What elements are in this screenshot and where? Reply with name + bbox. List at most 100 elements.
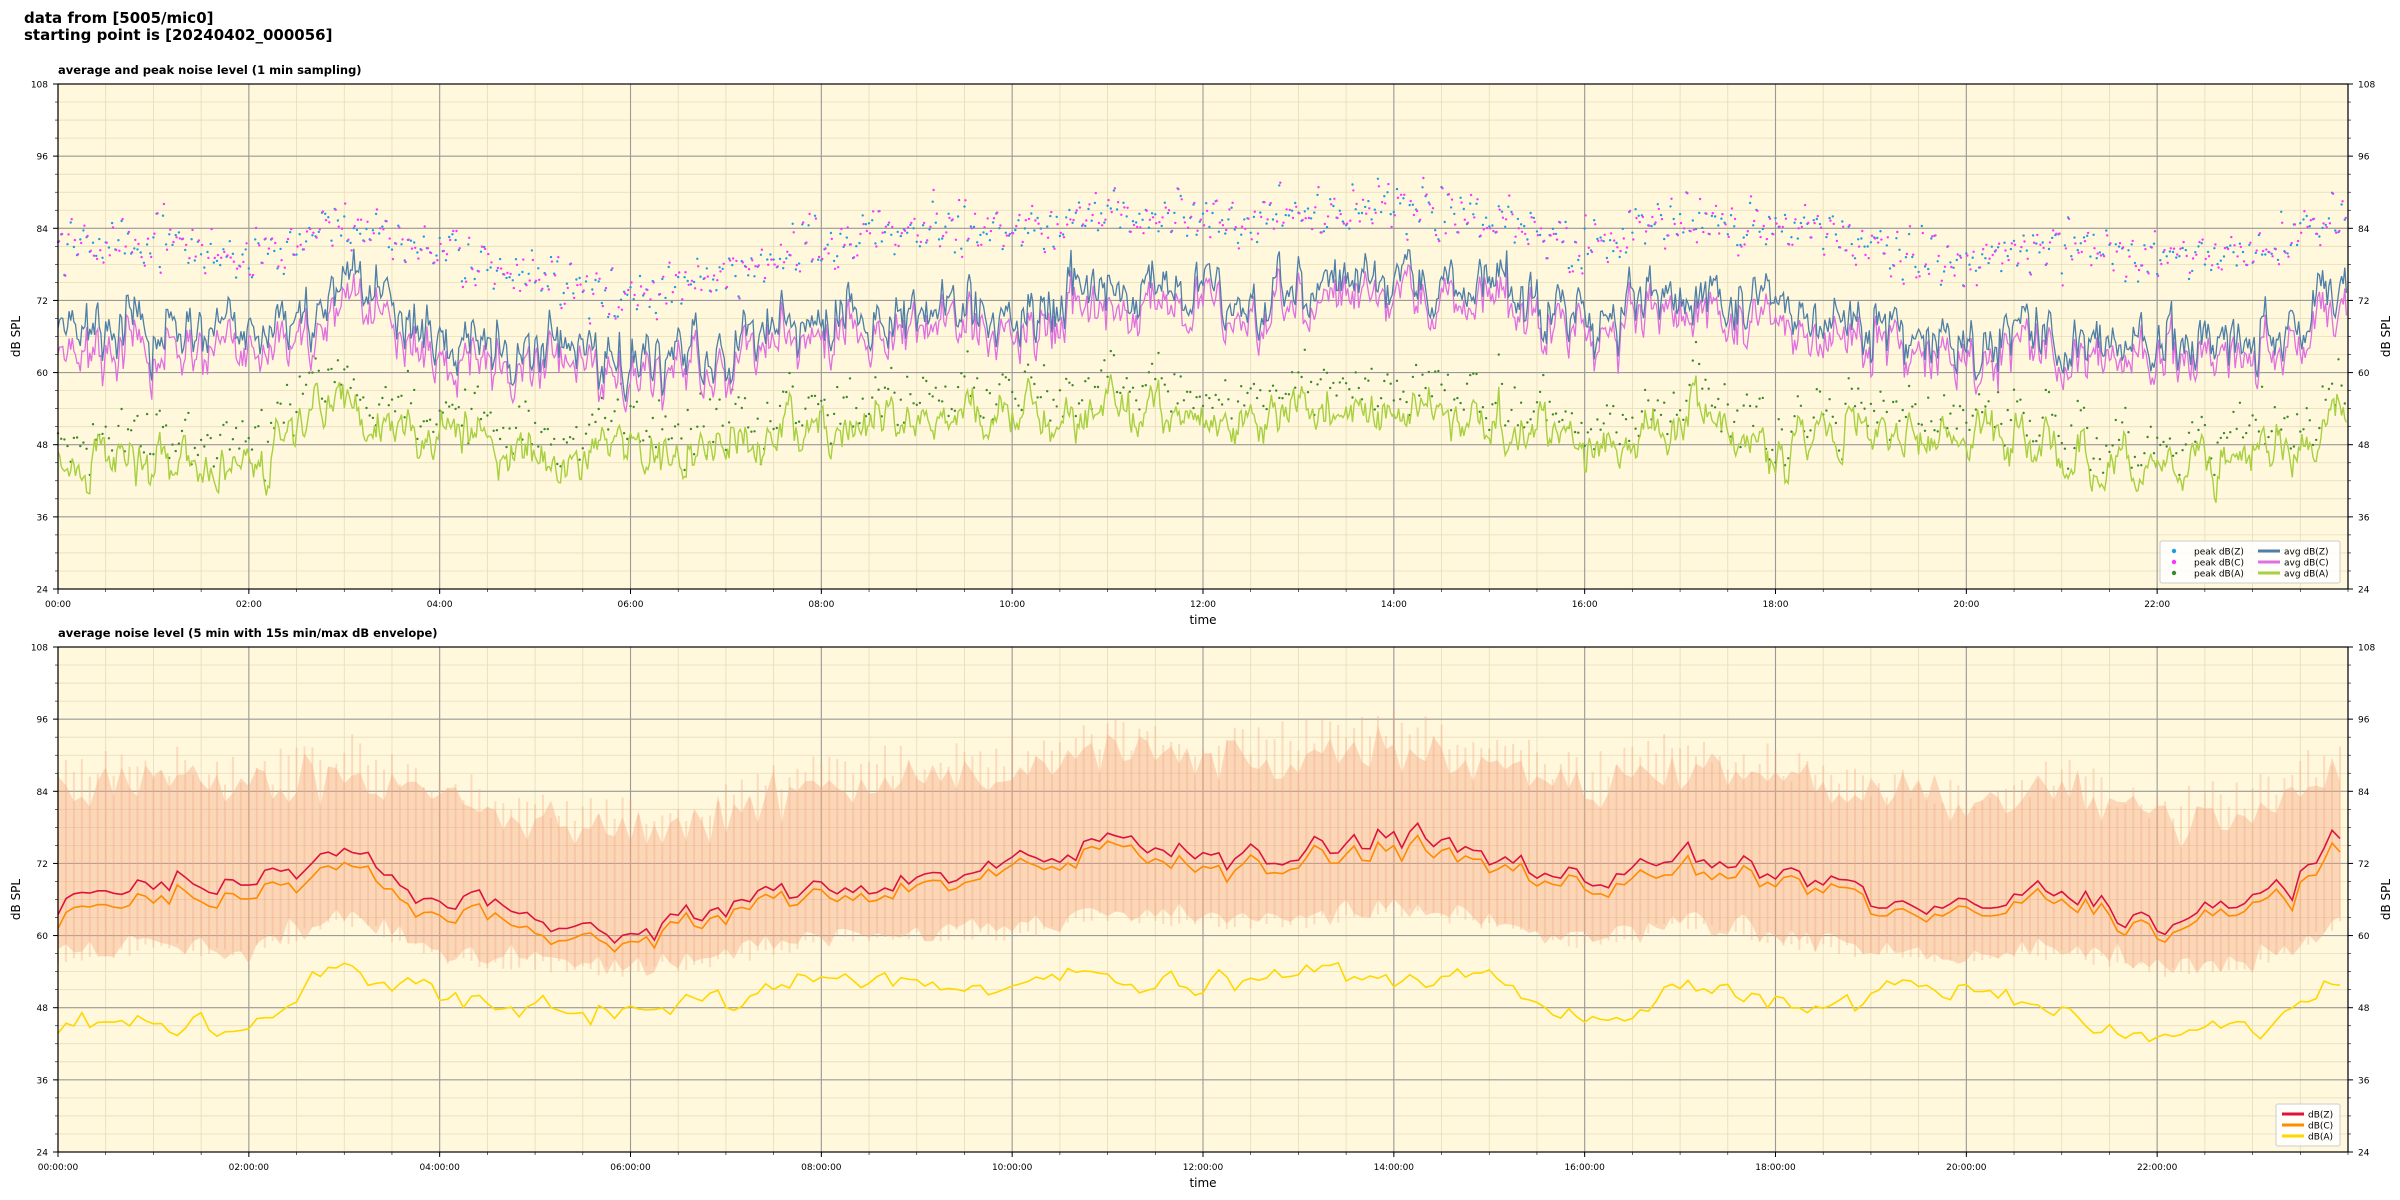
peak-dbz-series-point [247, 267, 250, 270]
peak-dba-series-point [886, 387, 890, 391]
peak-dbz-series-point [463, 277, 467, 280]
peak-dba-series-point [899, 398, 902, 401]
peak-dbz-series-point [2124, 280, 2127, 283]
peak-dbz-series-point [603, 289, 607, 292]
peak-dbc-series-point [2277, 263, 2281, 266]
peak-dbc-series-point [1749, 195, 1753, 198]
peak-dbc-series-point [1399, 193, 1403, 196]
peak-dba-series-point [1914, 403, 1917, 406]
starting-point-label: starting point is [20240402_000056] [24, 26, 333, 44]
peak-dbz-series-point [1112, 189, 1116, 192]
peak-dba-series-point [696, 425, 699, 428]
y-tick-label-left: 60 [37, 369, 49, 379]
peak-dbz-series-point [1825, 235, 1828, 239]
peak-dba-series-point [2000, 422, 2003, 426]
peak-dbc-series-point [213, 256, 216, 260]
peak-dba-series-point [285, 383, 289, 387]
peak-dbc-series-point [1587, 246, 1591, 249]
peak-dba-series-point [1287, 393, 1291, 396]
peak-dbz-series-point [1265, 222, 1268, 225]
peak-dbz-series-point [613, 314, 616, 318]
peak-dba-series-point [1952, 404, 1955, 407]
peak-dba-series-point [1001, 373, 1004, 376]
peak-dba-series-point [556, 462, 559, 466]
peak-dba-series-point [336, 359, 340, 362]
peak-dbc-series-point [2293, 223, 2297, 226]
peak-dbz-series-point [1949, 261, 1952, 264]
peak-dbc-series-point [1326, 215, 1330, 218]
peak-dba-series-point [1882, 399, 1885, 402]
peak-dbz-series-point [626, 293, 629, 296]
peak-dba-series-point [782, 390, 785, 393]
peak-dbc-series-point [267, 247, 271, 250]
peak-dbc-series-point [1011, 232, 1015, 235]
legend-label: dB(C) [2308, 1122, 2333, 1132]
peak-dbz-series-point [352, 227, 355, 230]
peak-dbz-series-point [1449, 206, 1453, 209]
peak-dba-series-point [422, 420, 425, 423]
peak-dbz-series-point [985, 232, 988, 236]
peak-dbc-series-point [1422, 176, 1425, 180]
peak-dba-series-point [2009, 418, 2013, 422]
peak-dbc-series-point [2058, 232, 2061, 235]
peak-dbz-series-point [2092, 233, 2095, 236]
peak-dba-series-point [753, 430, 756, 433]
peak-dbc-series-point [833, 267, 837, 270]
peak-dbz-series-point [66, 243, 69, 246]
peak-dba-series-point [359, 398, 362, 401]
peak-dbz-series-point [2047, 247, 2051, 251]
peak-dbc-series-point [2268, 251, 2271, 254]
peak-dbc-series-point [334, 208, 337, 211]
peak-dbc-series-point [2328, 222, 2332, 225]
y-tick-label-left: 96 [37, 716, 49, 726]
peak-dbc-series-point [557, 256, 560, 259]
peak-dbc-series-point [2023, 240, 2026, 243]
peak-dbc-series-point [767, 263, 770, 266]
peak-dbz-series-point [2213, 247, 2216, 250]
peak-dbc-series-point [356, 218, 360, 221]
peak-dbz-series-point [1042, 247, 1046, 251]
peak-dbc-series-point [1174, 221, 1177, 225]
peak-dba-series-point [2073, 446, 2076, 450]
peak-dba-series-point [804, 407, 807, 410]
peak-dbz-series-point [1065, 216, 1068, 219]
peak-dbz-series-point [527, 272, 530, 275]
peak-dba-series-point [282, 421, 285, 424]
peak-dbz-series-point [874, 242, 877, 245]
peak-dbc-series-point [1097, 221, 1101, 225]
peak-dbz-series-point [241, 253, 244, 256]
peak-dbc-series-point [1091, 213, 1094, 217]
peak-dba-series-point [1911, 405, 1914, 408]
peak-dba-series-point [257, 425, 260, 428]
peak-dbc-series-point [1921, 231, 1925, 235]
peak-dba-series-point [85, 447, 88, 450]
peak-dba-series-point [1281, 397, 1284, 400]
peak-dba-series-point [1923, 429, 1927, 432]
peak-dba-series-point [1936, 430, 1939, 433]
peak-dbc-series-point [1170, 229, 1174, 232]
peak-dbz-series-point [1907, 232, 1911, 236]
peak-dbz-series-point [2073, 236, 2076, 239]
peak-dba-series-point [677, 423, 680, 426]
peak-dbz-series-point [1990, 245, 1994, 248]
peak-dbz-series-point [1818, 222, 1822, 226]
peak-dbz-series-point [2210, 268, 2213, 272]
peak-dbc-series-point [1864, 253, 1867, 257]
peak-dbz-series-point [2022, 234, 2025, 237]
peak-dbz-series-point [1799, 221, 1803, 225]
peak-dbz-series-point [1055, 215, 1058, 219]
peak-dbz-series-point [829, 231, 833, 235]
peak-dbc-series-point [693, 287, 697, 290]
peak-dba-series-point [2225, 436, 2229, 439]
peak-dbz-series-point [1790, 236, 1793, 239]
peak-dbz-series-point [2143, 244, 2146, 247]
minmax-envelope [58, 725, 2340, 976]
peak-dba-series-point [1440, 383, 1443, 386]
peak-dbc-series-point [1854, 263, 1858, 266]
peak-dbc-series-point [2036, 233, 2039, 237]
peak-dbz-series-point [149, 252, 152, 255]
peak-dbc-series-point [1110, 210, 1113, 214]
peak-dbc-series-point [1514, 235, 1517, 238]
peak-dbz-series-point [2086, 234, 2089, 237]
peak-dba-series-point [1192, 406, 1195, 410]
